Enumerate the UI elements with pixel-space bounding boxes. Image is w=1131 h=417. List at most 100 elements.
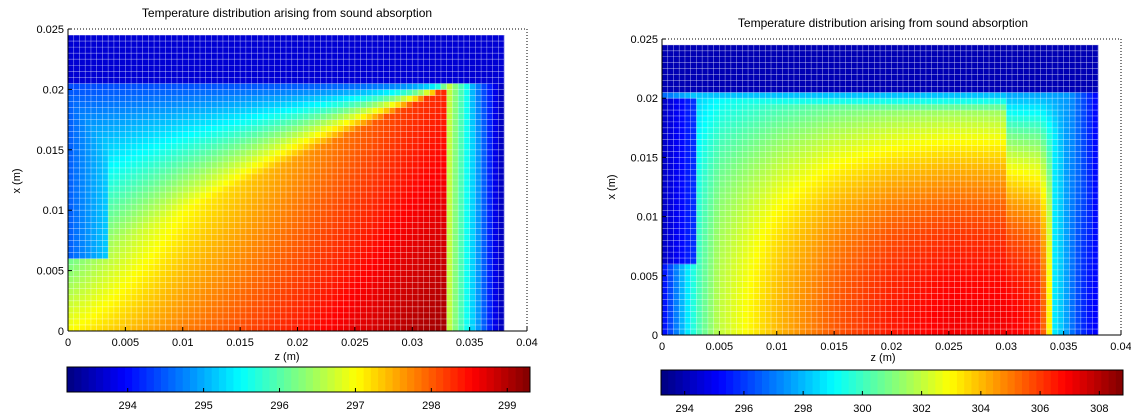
field-cell	[684, 311, 691, 318]
field-cell	[475, 41, 482, 48]
field-cell	[268, 192, 275, 199]
field-cell	[337, 306, 344, 314]
field-cell	[280, 234, 287, 241]
field-cell	[113, 318, 120, 326]
x-tick-label: 0	[65, 337, 71, 349]
field-cell	[481, 125, 488, 132]
field-cell	[194, 288, 201, 296]
field-cell	[845, 329, 852, 336]
field-cell	[475, 270, 482, 277]
field-cell	[690, 287, 697, 294]
field-cell	[68, 180, 75, 187]
field-cell	[102, 137, 109, 145]
field-cell	[274, 65, 281, 72]
field-cell	[119, 246, 126, 253]
field-cell	[320, 204, 327, 211]
field-cell	[776, 293, 783, 300]
field-cell	[79, 276, 86, 283]
field-cell	[937, 317, 944, 324]
field-cell	[79, 210, 86, 217]
field-cell	[136, 264, 143, 271]
field-cell	[469, 216, 476, 223]
field-cell	[136, 252, 143, 259]
field-cell	[131, 312, 138, 320]
field-cell	[154, 258, 161, 265]
field-cell	[68, 246, 75, 253]
field-cell	[331, 95, 338, 102]
field-cell	[286, 192, 293, 199]
field-cell	[1011, 275, 1019, 283]
field-cell	[326, 306, 333, 314]
field-cell	[463, 149, 470, 157]
field-cell	[1052, 317, 1059, 324]
field-cell	[125, 228, 132, 235]
field-cell	[417, 252, 425, 259]
field-cell	[148, 300, 155, 308]
field-cell	[177, 318, 184, 326]
field-cell	[251, 198, 258, 205]
field-cell	[113, 113, 120, 120]
field-cell	[263, 306, 270, 314]
field-cell	[73, 35, 80, 42]
field-cell	[400, 252, 407, 259]
field-cell	[937, 299, 944, 306]
field-cell	[159, 258, 166, 265]
field-cell	[811, 299, 818, 306]
field-cell	[222, 264, 229, 271]
field-cell	[765, 323, 772, 330]
field-cell	[463, 246, 470, 253]
field-cell	[1006, 275, 1013, 283]
field-cell	[96, 95, 103, 102]
field-cell	[268, 47, 275, 54]
field-cell	[217, 107, 224, 114]
field-cell	[463, 47, 470, 54]
field-cell	[331, 318, 338, 326]
field-cell	[222, 161, 229, 169]
field-cell	[452, 59, 459, 66]
field-cell	[753, 311, 760, 318]
field-cell	[486, 228, 493, 235]
field-cell	[251, 258, 258, 265]
field-cell	[217, 288, 224, 296]
field-cell	[902, 275, 910, 283]
field-cell	[349, 198, 356, 205]
field-cell	[412, 210, 419, 217]
field-cell	[326, 71, 333, 78]
field-cell	[1023, 293, 1030, 300]
field-cell	[165, 264, 172, 271]
field-cell	[440, 234, 447, 241]
field-cell	[966, 317, 973, 324]
field-cell	[199, 276, 206, 283]
field-cell	[1023, 311, 1030, 318]
field-cell	[684, 323, 691, 330]
field-cell	[897, 263, 904, 271]
field-cell	[742, 281, 749, 288]
field-cell	[142, 312, 149, 320]
field-cell	[481, 53, 488, 60]
field-cell	[834, 299, 841, 306]
field-cell	[492, 228, 499, 235]
field-cell	[1034, 287, 1041, 294]
field-cell	[234, 149, 241, 157]
field-cell	[423, 282, 430, 290]
field-cell	[73, 294, 80, 302]
field-cell	[417, 288, 425, 296]
field-cell	[463, 155, 470, 163]
field-cell	[400, 312, 407, 320]
field-cell	[851, 299, 858, 306]
field-cell	[748, 317, 755, 324]
field-cell	[400, 204, 407, 211]
field-cell	[765, 252, 772, 259]
field-cell	[234, 41, 241, 48]
field-cell	[423, 306, 430, 314]
field-cell	[96, 59, 103, 66]
field-cell	[211, 282, 218, 290]
field-cell	[337, 77, 344, 84]
field-cell	[222, 234, 229, 241]
field-cell	[498, 270, 505, 277]
field-cell	[492, 180, 499, 187]
field-cell	[372, 180, 379, 187]
field-cell	[343, 113, 350, 120]
field-cell	[280, 65, 287, 72]
field-cell	[908, 323, 915, 330]
